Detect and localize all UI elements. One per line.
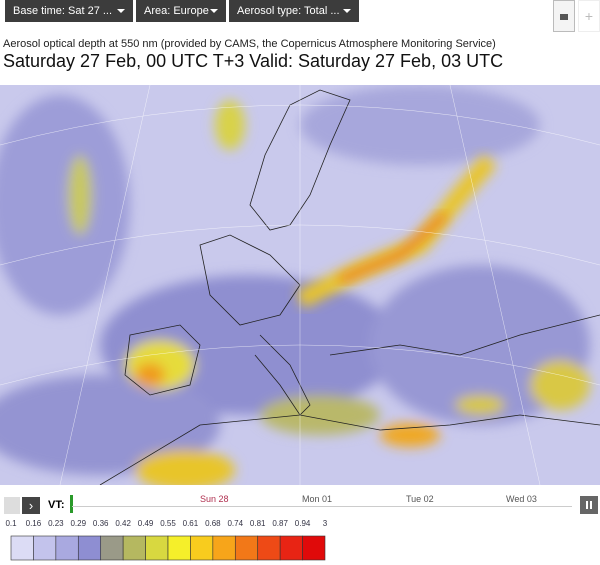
day-label[interactable]: Sun 28 bbox=[200, 494, 229, 504]
legend-swatch bbox=[122, 535, 146, 561]
legend-label: 0.74 bbox=[227, 519, 243, 528]
print-button[interactable] bbox=[553, 0, 575, 32]
legend-swatch bbox=[302, 535, 326, 561]
legend-label: 0.1 bbox=[5, 519, 17, 528]
legend-label: 0.61 bbox=[183, 519, 199, 528]
day-label[interactable]: Wed 03 bbox=[506, 494, 537, 504]
legend-label: 0.42 bbox=[115, 519, 131, 528]
legend-swatch bbox=[167, 535, 191, 561]
timeline-track bbox=[72, 506, 572, 507]
legend-label: 0.94 bbox=[295, 519, 311, 528]
time-marker[interactable] bbox=[70, 495, 73, 513]
legend-swatch bbox=[10, 535, 34, 561]
legend-swatch bbox=[33, 535, 57, 561]
legend-swatch bbox=[279, 535, 303, 561]
legend-label: 0.87 bbox=[272, 519, 288, 528]
previous-button[interactable] bbox=[4, 497, 20, 514]
legend-swatch bbox=[190, 535, 214, 561]
area-dropdown[interactable]: Area: Europe bbox=[136, 0, 226, 22]
legend-swatch bbox=[257, 535, 281, 561]
aerosol-map bbox=[0, 85, 600, 485]
aerosol-dropdown[interactable]: Aerosol type: Total ... bbox=[229, 0, 359, 22]
vt-label: VT: bbox=[48, 499, 65, 511]
legend-label: 0.16 bbox=[26, 519, 42, 528]
legend-swatch bbox=[77, 535, 102, 561]
legend-swatch bbox=[100, 535, 124, 561]
legend-swatch bbox=[55, 535, 79, 561]
legend-label: 0.23 bbox=[48, 519, 64, 528]
next-button[interactable]: › bbox=[22, 497, 40, 514]
legend-label: 0.36 bbox=[93, 519, 109, 528]
legend-label: 0.81 bbox=[250, 519, 266, 528]
base-time-dropdown[interactable]: Base time: Sat 27 ... bbox=[5, 0, 133, 22]
subtitle: Aerosol optical depth at 550 nm (provide… bbox=[3, 38, 496, 50]
legend-label: 0.29 bbox=[70, 519, 86, 528]
legend-label: 0.68 bbox=[205, 519, 221, 528]
title: Saturday 27 Feb, 00 UTC T+3 Valid: Satur… bbox=[3, 51, 504, 71]
legend-swatch bbox=[145, 535, 169, 561]
day-label[interactable]: Tue 02 bbox=[406, 494, 434, 504]
day-label[interactable]: Mon 01 bbox=[302, 494, 333, 504]
pause-button[interactable] bbox=[580, 496, 598, 514]
legend-label: 0.49 bbox=[138, 519, 154, 528]
add-button[interactable]: + bbox=[578, 0, 600, 32]
legend: 0.1 0.16 0.23 0.29 0.36 0.42 0.49 0.55 0.61 0.68 0… bbox=[5, 519, 328, 561]
legend-swatch bbox=[234, 535, 259, 561]
legend-swatch bbox=[212, 535, 236, 561]
legend-label: 3 bbox=[323, 519, 328, 528]
legend-label: 0.55 bbox=[160, 519, 176, 528]
